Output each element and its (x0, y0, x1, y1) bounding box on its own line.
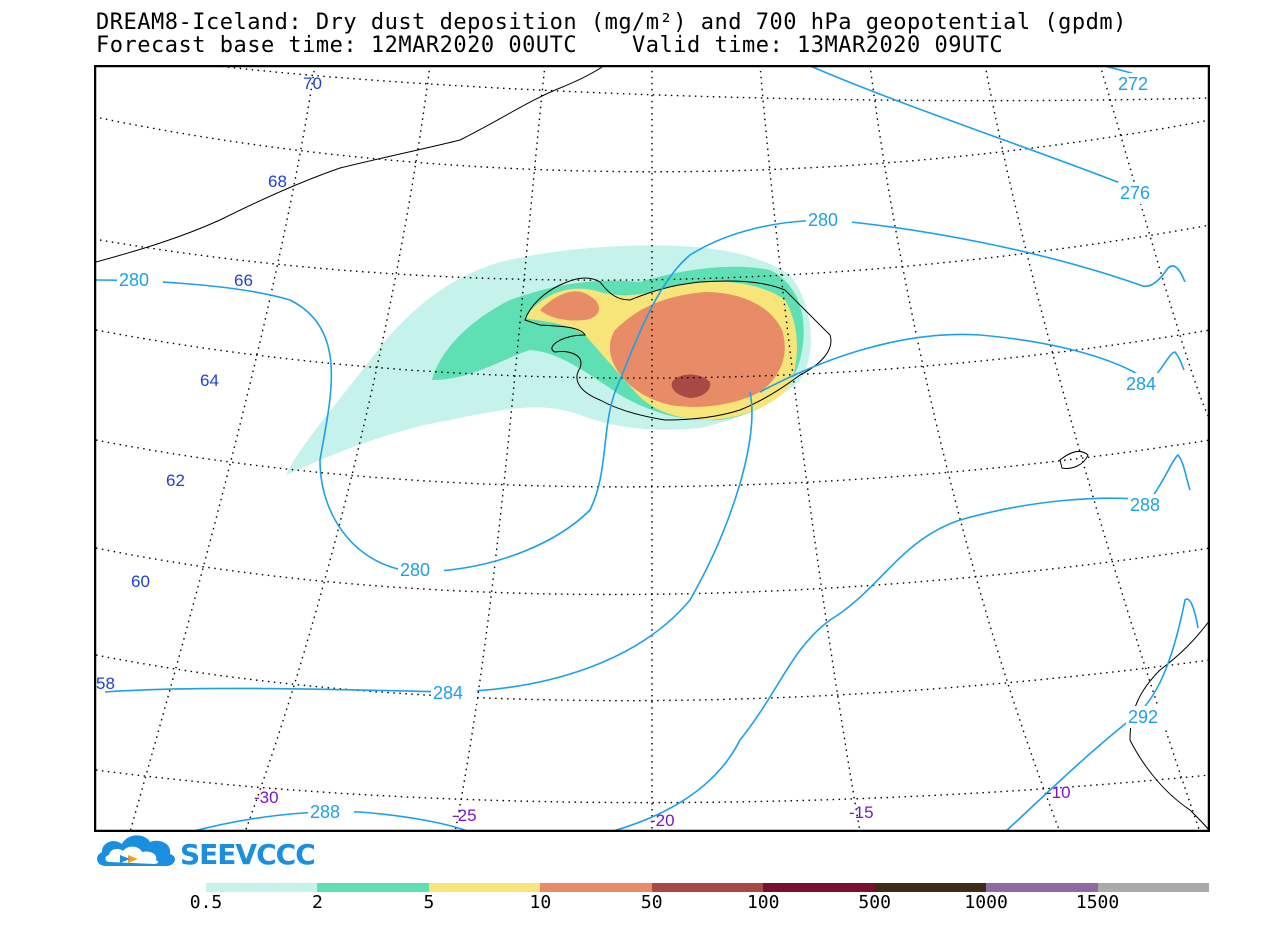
contours (95, 65, 1199, 832)
lat-label-70: 70 (303, 74, 322, 93)
colorbar-segment-3 (540, 883, 652, 892)
colorbar-label-0: 0.5 (189, 892, 223, 913)
iceland-coast (524, 277, 832, 421)
contour-284-west (104, 391, 753, 693)
lon-label-30w: -30 (254, 788, 279, 807)
lon-label-10w: -10 (1046, 783, 1071, 802)
contour-288-south (189, 810, 471, 832)
colorbar-segment-2 (428, 883, 541, 892)
norway-coast (1129, 619, 1210, 832)
logo-text: SEEVCCC (180, 838, 316, 871)
contour-284 (759, 333, 1185, 393)
map-subtitle: Forecast base time: 12MAR2020 00UTC Vali… (96, 33, 1004, 58)
lat-label-58: 58 (96, 674, 115, 693)
lat-label-66: 66 (234, 271, 253, 290)
dust-band-50 (671, 374, 711, 398)
colorbar-label-8: 1500 (1075, 892, 1120, 913)
colorbar-segment-4 (651, 883, 764, 892)
colorbar-segment-7 (986, 883, 1098, 892)
contour-276 (807, 65, 1126, 186)
contour-280-east (829, 219, 1186, 287)
graticule (95, 65, 1210, 832)
lat-label-60: 60 (131, 572, 150, 591)
lon-label-15w: -15 (849, 803, 874, 822)
lat-label-64: 64 (200, 371, 219, 390)
lon-label-20w: -20 (650, 811, 675, 830)
colorbar-label-4: 50 (640, 892, 663, 913)
contour-label-272: 272 (1118, 74, 1148, 94)
contour-label-284-south: 284 (433, 683, 463, 703)
colorbar-segment-1 (317, 883, 429, 892)
contour-label-280-south: 280 (400, 560, 430, 580)
contour-288-east (609, 453, 1191, 832)
lon-label-25w: -25 (452, 806, 477, 825)
coastlines (95, 65, 1210, 832)
lat-label-62: 62 (166, 471, 185, 490)
contour-label-276: 276 (1120, 183, 1150, 203)
dust-band-10 (540, 291, 785, 407)
colorbar-label-6: 500 (858, 892, 891, 913)
colorbar-label-7: 1000 (964, 892, 1008, 913)
contour-label-284-east: 284 (1126, 374, 1156, 394)
map-title: DREAM8-Iceland: Dry dust deposition (mg/… (96, 10, 1127, 35)
contour-label-280-north: 280 (808, 210, 838, 230)
faroe-coast (1059, 450, 1089, 469)
colorbar-label-3: 10 (529, 892, 552, 913)
seevccc-logo (97, 835, 175, 866)
colorbar-segment-0 (206, 883, 318, 892)
contour-280-west (95, 219, 831, 573)
dust-field (286, 245, 811, 475)
map-frame (94, 65, 1210, 832)
lat-label-68: 68 (268, 172, 287, 191)
colorbar-segment-6 (874, 883, 987, 892)
contour-label-288-east: 288 (1130, 495, 1160, 515)
contour-292 (1004, 598, 1199, 832)
colorbar-segment-5 (763, 883, 875, 892)
contour-label-280-west: 280 (119, 270, 149, 290)
greenland-coast (95, 65, 606, 263)
colorbar-label-1: 2 (312, 892, 323, 913)
colorbar (206, 883, 1209, 892)
forecast-map: 272 276 280 280 280 284 284 288 288 292 … (94, 65, 1210, 832)
colorbar-label-2: 5 (423, 892, 435, 913)
contour-label-288-south: 288 (310, 802, 340, 822)
colorbar-segment-8 (1097, 883, 1209, 892)
contour-label-292: 292 (1128, 707, 1158, 727)
colorbar-label-5: 100 (746, 892, 780, 913)
